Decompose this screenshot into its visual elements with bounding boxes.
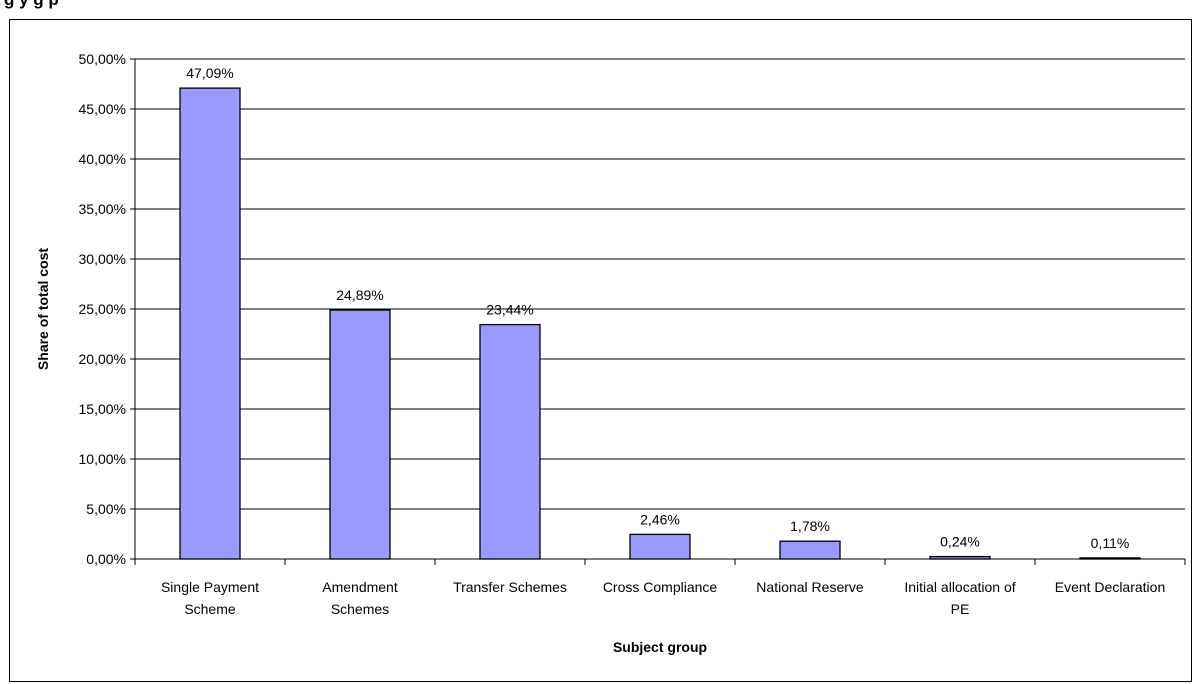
data-label: 1,78% bbox=[790, 518, 830, 534]
y-tick-label: 25,00% bbox=[79, 301, 126, 317]
x-axis-title: Subject group bbox=[613, 639, 707, 655]
y-tick-label: 45,00% bbox=[79, 101, 126, 117]
x-tick-label: PE bbox=[951, 601, 970, 617]
y-tick-label: 20,00% bbox=[79, 351, 126, 367]
x-tick-label: Single Payment bbox=[161, 579, 259, 595]
x-tick-label: Amendment bbox=[322, 579, 398, 595]
x-tick-label: Transfer Schemes bbox=[453, 579, 567, 595]
bar bbox=[779, 540, 841, 560]
figure-heading-text: g y g p bbox=[4, 0, 59, 10]
x-tick-label: Scheme bbox=[184, 601, 236, 617]
y-tick-label: 30,00% bbox=[79, 251, 126, 267]
bar bbox=[479, 323, 541, 560]
x-tick-label: Schemes bbox=[331, 601, 389, 617]
x-tick-label: Event Declaration bbox=[1055, 579, 1166, 595]
data-label: 47,09% bbox=[186, 65, 233, 81]
gridlines bbox=[135, 58, 1185, 510]
data-label: 23,44% bbox=[486, 302, 533, 318]
y-tick-label: 50,00% bbox=[79, 51, 126, 67]
x-tick-label: Cross Compliance bbox=[603, 579, 718, 595]
axes bbox=[130, 58, 1186, 565]
y-tick-label: 10,00% bbox=[79, 451, 126, 467]
y-tick-label: 0,00% bbox=[86, 551, 126, 567]
data-label: 0,11% bbox=[1091, 535, 1130, 551]
x-tick-label: Initial allocation of bbox=[904, 579, 1015, 595]
y-tick-label: 15,00% bbox=[79, 401, 126, 417]
bar bbox=[629, 533, 691, 560]
figure-heading: g y g p bbox=[0, 0, 1194, 17]
data-label: 24,89% bbox=[336, 287, 383, 303]
bars bbox=[179, 87, 1141, 560]
chart-frame bbox=[9, 19, 1192, 682]
bar bbox=[329, 309, 391, 560]
y-tick-label: 40,00% bbox=[79, 151, 126, 167]
y-tick-label: 5,00% bbox=[86, 501, 126, 517]
data-label: 0,24% bbox=[940, 534, 980, 550]
y-axis-title: Share of total cost bbox=[35, 248, 51, 370]
x-tick-label: National Reserve bbox=[756, 579, 864, 595]
labels: 0,00% 5,00% 10,00% 15,00% 20,00% 25,00% 30,00%… bbox=[35, 51, 1165, 655]
bar bbox=[179, 87, 241, 560]
data-label: 2,46% bbox=[640, 511, 680, 527]
y-tick-label: 35,00% bbox=[79, 201, 126, 217]
